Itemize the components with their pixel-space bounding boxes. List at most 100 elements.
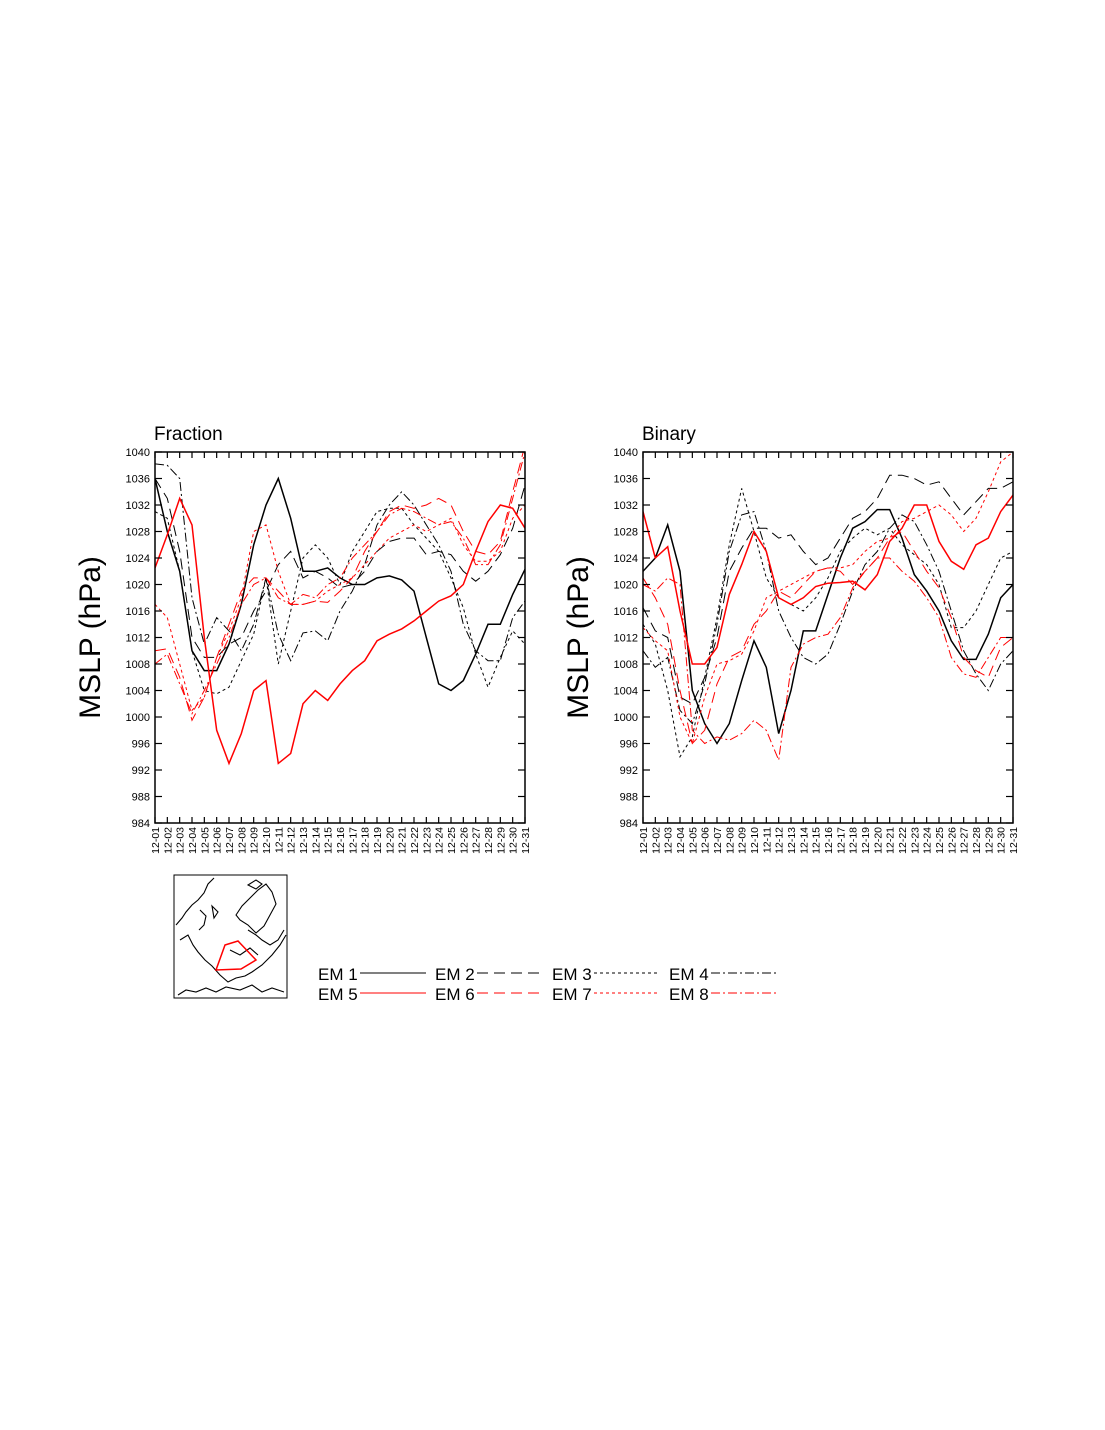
x-tick-label: 12-29 (495, 827, 507, 854)
x-tick-label: 12-30 (996, 827, 1008, 854)
x-tick-label: 12-30 (508, 827, 520, 854)
x-tick-label: 12-22 (409, 827, 421, 854)
y-tick-label: 1012 (614, 633, 638, 645)
series-line-em7 (155, 504, 525, 712)
x-tick-label: 12-14 (310, 827, 322, 854)
x-tick-label: 12-10 (261, 827, 273, 854)
series-line-em8 (155, 452, 525, 715)
legend-entry: EM 4 (669, 965, 777, 984)
chart-panel-fraction: 984 988 992 996 1000 1004 1008 1012 1016 1020 1024… (74, 424, 532, 854)
legend-entry: EM 7 (552, 985, 660, 1004)
y-tick-label: 1012 (126, 633, 150, 645)
legend-entry: EM 3 (552, 965, 660, 984)
x-tick-label: 12-08 (236, 827, 248, 854)
series-line-em6 (643, 530, 1013, 745)
x-tick-label: 12-10 (749, 827, 761, 854)
y-tick-label: 1016 (614, 606, 638, 618)
x-tick-label: 12-14 (798, 827, 810, 854)
legend-entry: EM 5 (318, 985, 426, 1004)
y-tick-label: 1008 (614, 659, 638, 671)
x-tick-label: 12-27 (959, 827, 971, 854)
y-tick-label: 1032 (126, 500, 150, 512)
map-coastline (247, 929, 285, 946)
series-line-em3 (643, 488, 1013, 759)
x-tick-label: 12-28 (483, 827, 495, 854)
x-tick-label: 12-13 (786, 827, 798, 854)
x-tick-label: 12-29 (983, 827, 995, 854)
y-tick-label: 1004 (614, 686, 638, 698)
x-tick-label: 12-31 (1008, 827, 1020, 854)
y-tick-label: 996 (620, 739, 638, 751)
x-tick-label: 12-13 (298, 827, 310, 854)
x-tick-label: 12-19 (860, 827, 872, 854)
y-tick-label: 1024 (614, 553, 638, 565)
legend-entry: EM 6 (435, 985, 543, 1004)
series-line-em7 (643, 452, 1013, 745)
x-tick-label: 12-16 (335, 827, 347, 854)
y-tick-label: 992 (132, 765, 150, 777)
series-line-em8 (643, 557, 1013, 763)
x-tick-label: 12-23 (421, 827, 433, 854)
chart-title: Binary (642, 424, 696, 445)
x-tick-label: 12-02 (650, 827, 662, 854)
y-tick-label: 1040 (614, 447, 638, 459)
x-tick-label: 12-25 (934, 827, 946, 854)
y-axis-label: MSLP (hPa) (74, 556, 107, 719)
map-coastline (179, 934, 287, 983)
legend-label: EM 5 (318, 985, 358, 1004)
y-tick-label: 988 (132, 792, 150, 804)
x-tick-label: 12-20 (872, 827, 884, 854)
series-line-em4 (155, 463, 525, 662)
inset-map (173, 874, 288, 999)
x-tick-label: 12-02 (162, 827, 174, 854)
x-tick-label: 12-24 (922, 827, 934, 854)
x-tick-label: 12-01 (638, 827, 650, 854)
x-tick-label: 12-06 (212, 827, 224, 854)
x-tick-label: 12-11 (761, 827, 773, 853)
chart-title: Fraction (154, 424, 223, 445)
y-tick-label: 1000 (614, 712, 638, 724)
map-coastline (211, 904, 219, 920)
legend-label: EM 6 (435, 985, 475, 1004)
legend-label: EM 8 (669, 985, 709, 1004)
legend-entry: EM 1 (318, 965, 426, 984)
x-tick-label: 12-11 (273, 827, 285, 853)
y-tick-label: 1028 (614, 527, 638, 539)
x-tick-label: 12-25 (446, 827, 458, 854)
legend-label: EM 3 (552, 965, 592, 984)
y-tick-label: 1000 (126, 712, 150, 724)
y-tick-label: 1008 (126, 659, 150, 671)
x-tick-label: 12-28 (971, 827, 983, 854)
y-tick-label: 1016 (126, 606, 150, 618)
x-tick-label: 12-08 (724, 827, 736, 854)
x-tick-label: 12-04 (187, 827, 199, 854)
map-coastline (235, 883, 277, 934)
x-tick-label: 12-20 (384, 827, 396, 854)
y-tick-label: 996 (132, 739, 150, 751)
y-tick-label: 1020 (126, 580, 150, 592)
x-tick-label: 12-24 (434, 827, 446, 854)
x-tick-label: 12-17 (347, 827, 359, 854)
x-tick-label: 12-05 (199, 827, 211, 854)
y-tick-label: 1032 (614, 500, 638, 512)
x-tick-label: 12-09 (737, 827, 749, 854)
map-coastline (229, 947, 259, 956)
series-line-em1 (643, 508, 1013, 745)
map-coastline (246, 879, 263, 890)
x-tick-label: 12-12 (286, 827, 298, 854)
x-tick-label: 12-07 (712, 827, 724, 854)
x-tick-label: 12-15 (811, 827, 823, 854)
x-tick-label: 12-07 (224, 827, 236, 854)
chart-panel-binary: 984 988 992 996 1000 1004 1008 1012 1016 1020 1024… (562, 424, 1020, 854)
x-tick-label: 12-18 (848, 827, 860, 854)
y-tick-label: 992 (620, 765, 638, 777)
y-tick-label: 988 (620, 792, 638, 804)
x-tick-label: 12-05 (687, 827, 699, 854)
x-tick-label: 12-22 (897, 827, 909, 854)
map-region-outline (214, 940, 258, 971)
x-tick-label: 12-23 (909, 827, 921, 854)
series-line-em6 (155, 452, 524, 722)
x-tick-label: 12-31 (520, 827, 532, 854)
x-tick-label: 12-19 (372, 827, 384, 854)
x-tick-label: 12-09 (249, 827, 261, 854)
